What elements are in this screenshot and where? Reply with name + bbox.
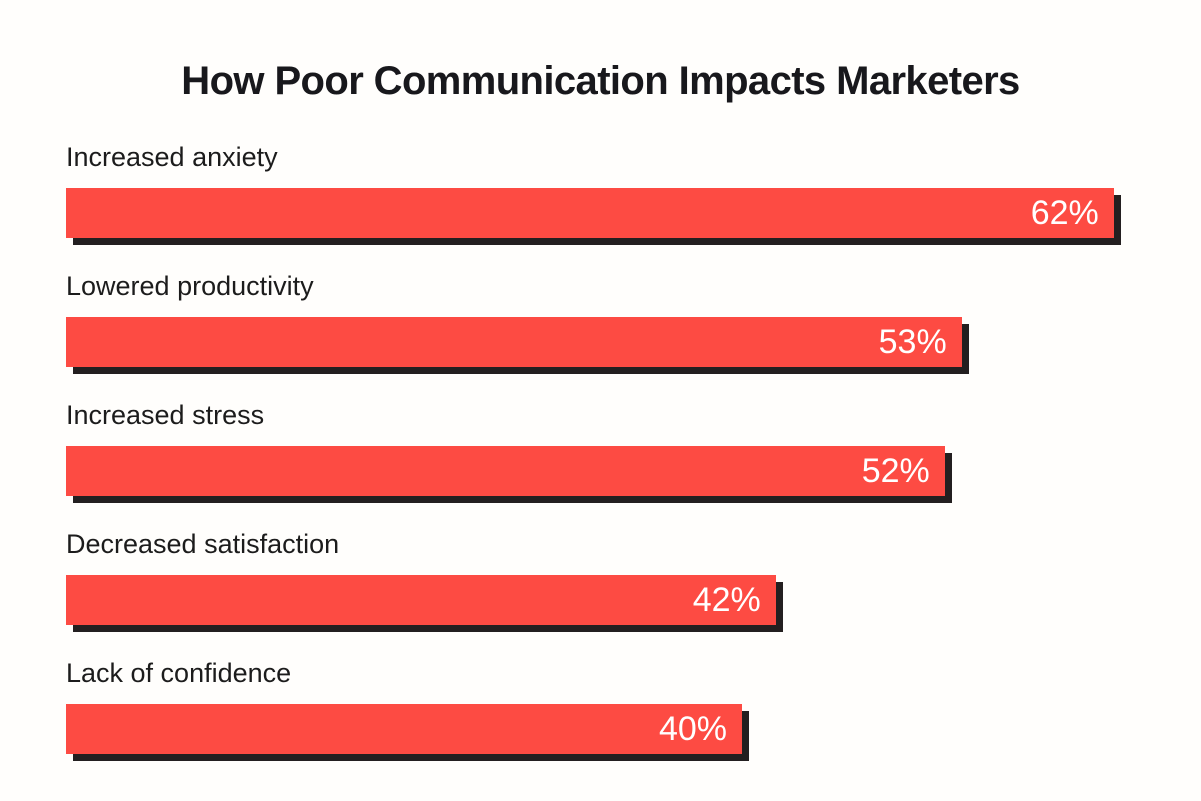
category-label: Increased anxiety xyxy=(66,142,278,172)
category-label: Increased stress xyxy=(66,400,265,430)
bar-rows: Increased anxiety 62% Lowered productivi… xyxy=(66,141,1135,754)
bar-row-increased-anxiety: Increased anxiety 62% xyxy=(66,141,1135,238)
bar: 53% xyxy=(66,317,962,367)
bar: 40% xyxy=(66,704,742,754)
bar-value-label: 52% xyxy=(861,452,930,490)
category-label: Lowered productivity xyxy=(66,271,314,301)
bar-row-decreased-satisfaction: Decreased satisfaction 42% xyxy=(66,528,1135,625)
bar: 62% xyxy=(66,188,1114,238)
bar-row-increased-stress: Increased stress 52% xyxy=(66,399,1135,496)
bar-row-lack-of-confidence: Lack of confidence 40% xyxy=(66,657,1135,754)
bar-value-label: 42% xyxy=(692,581,761,619)
bar-value-label: 62% xyxy=(1030,194,1099,232)
category-label: Lack of confidence xyxy=(66,658,292,688)
bar-row-lowered-productivity: Lowered productivity 53% xyxy=(66,270,1135,367)
bar: 42% xyxy=(66,575,776,625)
chart-title: How Poor Communication Impacts Marketers xyxy=(181,59,1020,103)
category-label: Decreased satisfaction xyxy=(66,529,340,559)
bar: 52% xyxy=(66,446,945,496)
bar-value-label: 40% xyxy=(658,710,727,748)
bar-value-label: 53% xyxy=(878,323,947,361)
